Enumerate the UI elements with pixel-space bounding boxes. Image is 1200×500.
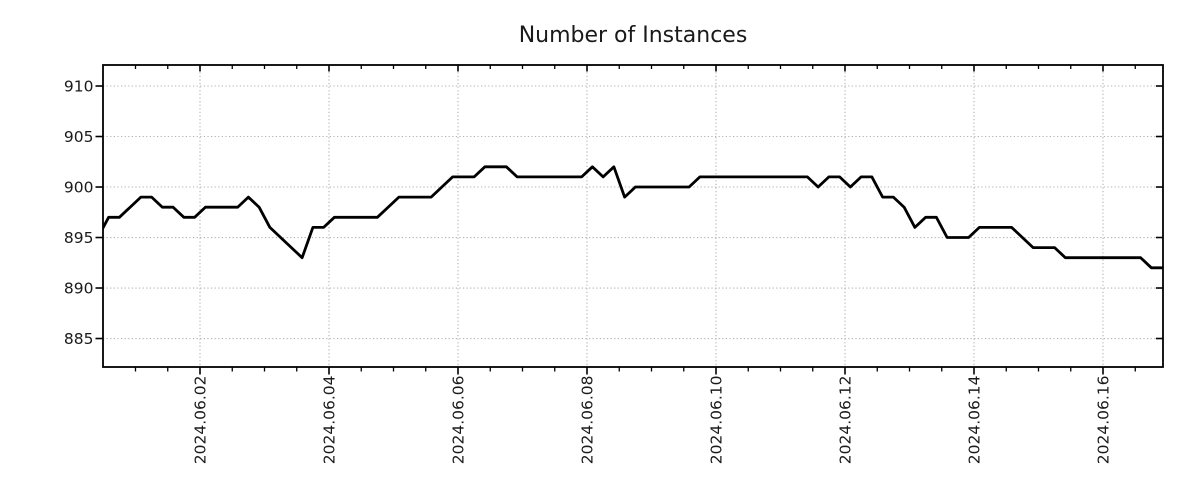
data-line xyxy=(103,165,1163,270)
x-tick-label: 2024.06.06 xyxy=(449,376,467,465)
y-axis-tick-labels: 885 890 895 900 905 910 xyxy=(64,77,94,348)
data-series-group xyxy=(103,165,1163,270)
y-tick-label: 910 xyxy=(64,77,94,95)
x-tick-label: 2024.06.10 xyxy=(707,376,725,465)
chart-title: Number of Instances xyxy=(519,23,748,48)
gridlines xyxy=(103,65,1163,367)
plot-frame xyxy=(102,64,1164,368)
x-tick-label: 2024.06.12 xyxy=(836,376,854,465)
x-tick-label: 2024.06.02 xyxy=(191,376,209,465)
y-tick-label: 895 xyxy=(64,229,94,247)
x-tick-label: 2024.06.08 xyxy=(578,376,596,465)
y-tick-label: 900 xyxy=(64,178,94,196)
x-axis-tick-labels: 2024.06.02 2024.06.04 2024.06.06 2024.06.08… xyxy=(191,376,1112,465)
x-tick-label: 2024.06.14 xyxy=(965,376,983,465)
y-tick-label: 905 xyxy=(64,128,94,146)
x-tick-label: 2024.06.04 xyxy=(320,376,338,465)
axis-ticks xyxy=(95,65,1163,375)
y-tick-label: 885 xyxy=(64,330,94,348)
x-tick-label: 2024.06.16 xyxy=(1094,376,1112,465)
y-tick-label: 890 xyxy=(64,279,94,297)
